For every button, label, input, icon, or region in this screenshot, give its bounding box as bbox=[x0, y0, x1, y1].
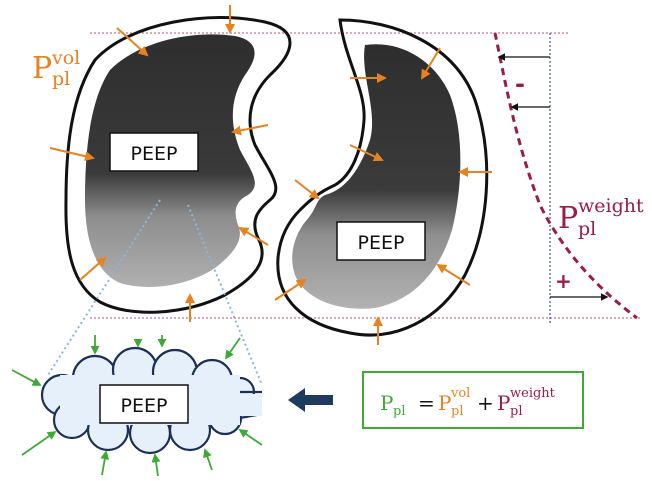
right-lung-outline bbox=[276, 18, 489, 337]
block-arrow-left-icon bbox=[288, 388, 333, 412]
eq-plus: + bbox=[477, 391, 494, 415]
peep-label: PEEP bbox=[358, 232, 405, 254]
green-arrow bbox=[100, 450, 110, 476]
orange-arrow bbox=[436, 263, 471, 286]
eq-p-total-sub: pl bbox=[393, 404, 405, 419]
peep-label: PEEP bbox=[131, 143, 178, 165]
orange-arrow bbox=[49, 147, 95, 162]
orange-arrow bbox=[294, 179, 320, 200]
green-arrow bbox=[21, 430, 57, 456]
ppl-vol-sup: vol bbox=[51, 47, 80, 69]
right-lung bbox=[276, 18, 489, 337]
orange-pressure-arrows bbox=[49, 5, 492, 345]
orange-arrow bbox=[420, 47, 441, 80]
ppl-vol-sub: pl bbox=[52, 68, 70, 90]
eq-p-weight: P bbox=[497, 391, 510, 415]
orange-arrow bbox=[231, 124, 269, 136]
orange-arrow bbox=[349, 144, 384, 162]
pressure-gradient-curve bbox=[493, 32, 638, 320]
alveoli-cloud: PEEP bbox=[40, 346, 263, 455]
eq-p-vol-sub: pl bbox=[451, 404, 463, 419]
peep-box-cloud: PEEP bbox=[99, 384, 189, 424]
peep-box-right-lung: PEEP bbox=[336, 221, 426, 261]
equation-box: P pl = P vol pl + P weight pl bbox=[362, 371, 584, 429]
orange-arrow bbox=[274, 278, 307, 301]
plus-sign: + bbox=[555, 269, 572, 293]
eq-equals: = bbox=[418, 391, 435, 415]
ppl-weight-sup: weight bbox=[578, 195, 644, 217]
green-arrow bbox=[151, 453, 161, 477]
ppl-weight-p: P bbox=[558, 201, 578, 236]
green-pressure-arrows bbox=[11, 335, 263, 477]
ppl-vol-label: P vol pl bbox=[32, 47, 80, 90]
gravitational-gradient-plot: - + P weight pl bbox=[493, 32, 644, 325]
minus-sign: - bbox=[515, 70, 525, 98]
peep-label: PEEP bbox=[121, 395, 168, 417]
green-arrow bbox=[238, 428, 263, 446]
ppl-weight-label: P weight pl bbox=[558, 195, 644, 240]
green-arrow bbox=[11, 369, 42, 386]
orange-arrow bbox=[79, 256, 107, 281]
ppl-weight-sub: pl bbox=[578, 218, 596, 240]
eq-p-weight-sub: pl bbox=[510, 404, 522, 419]
orange-arrow bbox=[116, 27, 149, 57]
peep-box-left-lung: PEEP bbox=[109, 132, 199, 172]
green-arrow bbox=[224, 337, 241, 360]
left-lung-outline bbox=[64, 16, 292, 314]
green-arrow bbox=[203, 448, 213, 471]
eq-p-vol: P bbox=[438, 391, 451, 415]
orange-arrow bbox=[238, 226, 269, 246]
right-lung-tissue bbox=[292, 44, 461, 309]
ppl-vol-p: P bbox=[32, 51, 52, 86]
eq-p-weight-sup: weight bbox=[510, 386, 556, 401]
eq-p-total: P bbox=[380, 391, 393, 415]
eq-p-vol-sup: vol bbox=[450, 386, 470, 401]
